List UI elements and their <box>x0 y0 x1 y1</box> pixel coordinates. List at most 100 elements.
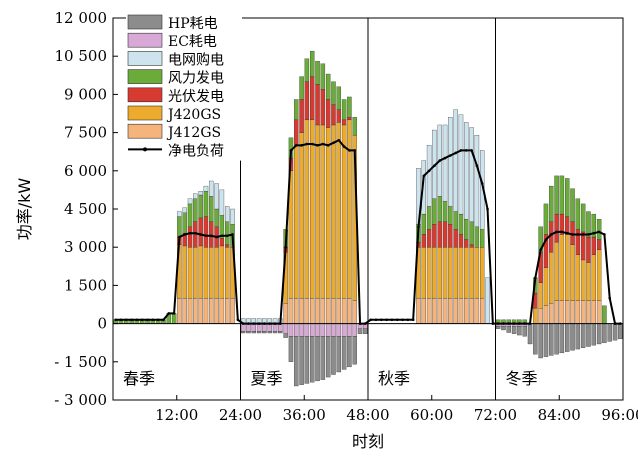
season-label: 秋季 <box>378 369 410 388</box>
net-load-point <box>480 182 484 185</box>
bar-segment <box>304 58 310 82</box>
bar-segment <box>341 297 347 324</box>
bar-segment <box>352 336 357 365</box>
bar-segment <box>538 323 543 359</box>
y-axis: - 3 000 - 1 500 0 1 500 3 000 4 500 6 000 7 500… <box>54 9 118 409</box>
net-load-point <box>422 174 426 178</box>
y-tick-label: 3 000 <box>64 238 107 256</box>
bar-segment <box>230 208 235 225</box>
bar-segment <box>575 198 581 230</box>
net-load-point <box>549 233 553 236</box>
net-load-point <box>172 312 176 315</box>
bar-segment <box>442 221 448 248</box>
bar-segment <box>182 212 187 234</box>
x-tick-label: 84:00 <box>538 406 581 424</box>
net-load-point <box>194 231 197 235</box>
bar-segment <box>278 331 283 334</box>
bar-segment <box>426 297 432 324</box>
bar-segment <box>299 99 304 133</box>
x-tick-label: 36:00 <box>283 406 326 424</box>
net-load-point <box>560 230 564 234</box>
bar-segment <box>591 323 597 346</box>
net-load-point <box>555 230 558 234</box>
bar-segment <box>522 325 527 337</box>
season-label: 春季 <box>123 369 155 388</box>
legend-label: 净电负荷 <box>168 143 224 159</box>
net-load-point <box>156 318 160 322</box>
bar-segment <box>570 323 575 351</box>
bar-segment <box>559 300 565 324</box>
legend-swatch-marker <box>143 147 147 152</box>
bar-segment <box>331 297 336 324</box>
bar-segment <box>315 124 320 299</box>
bar-segment <box>283 303 288 324</box>
bar-segment <box>224 206 230 222</box>
bar-segment <box>549 323 554 356</box>
bar-segment <box>331 323 336 337</box>
bar-segment <box>554 300 559 324</box>
bar-segment <box>426 229 432 248</box>
bar-segment <box>426 145 432 207</box>
net-load-point <box>348 149 351 152</box>
bar-segment <box>219 245 225 299</box>
bar-segment <box>580 300 586 324</box>
bar-segment <box>182 207 187 213</box>
bar-segment <box>272 331 278 334</box>
y-tick-label: - 3 000 <box>54 391 107 409</box>
bar-segment <box>267 331 272 334</box>
bar-segment <box>230 297 235 324</box>
net-load-point <box>310 142 314 146</box>
y-tick-label: 7 500 <box>64 124 107 142</box>
bar-segment <box>336 86 341 110</box>
bar-segment <box>474 226 480 248</box>
bar-segment <box>448 247 453 299</box>
bar-segment <box>363 328 368 334</box>
bar-segment <box>565 178 570 217</box>
bar-segment <box>469 297 474 324</box>
legend-swatch <box>127 14 163 30</box>
bar-segment <box>543 267 549 306</box>
bar-segment <box>294 323 299 337</box>
net-load-point <box>294 144 298 147</box>
bar-segment <box>517 325 522 336</box>
bar-segment <box>193 198 198 222</box>
bar-segment <box>336 297 341 324</box>
bar-segment <box>198 194 203 219</box>
bar-segment <box>341 124 347 299</box>
bar-segment <box>283 333 288 338</box>
net-load-point <box>332 141 335 145</box>
bar-segment <box>421 247 426 299</box>
bar-segment <box>347 117 352 121</box>
x-axis-title: 时刻 <box>352 432 384 451</box>
bar-segment <box>602 305 607 324</box>
bar-segment <box>177 211 182 217</box>
bar-segment <box>325 336 331 378</box>
bar-segment <box>485 277 490 324</box>
net-load-point <box>565 231 569 235</box>
bar-segment <box>464 122 469 220</box>
bar-segment <box>331 81 336 105</box>
bar-segment <box>596 323 602 345</box>
net-load-point <box>475 164 479 168</box>
bar-segment <box>533 323 538 355</box>
net-load-point <box>449 154 452 157</box>
legend-swatch <box>127 51 163 66</box>
bar-segment <box>193 247 198 299</box>
bar-segment <box>575 254 581 301</box>
bar-segment <box>432 297 437 324</box>
net-load-point <box>204 234 208 238</box>
bar-segment <box>565 216 570 235</box>
bar-segment <box>187 247 193 299</box>
bars-layer <box>113 50 623 387</box>
bar-segment <box>315 61 320 85</box>
bar-segment <box>464 239 469 248</box>
net-load-point <box>571 233 574 236</box>
bar-segment <box>299 336 304 385</box>
bar-segment <box>182 297 187 324</box>
bar-segment <box>294 119 299 146</box>
bar-segment <box>618 323 623 340</box>
net-load-point <box>119 318 123 322</box>
net-load-point <box>183 233 187 236</box>
bar-segment <box>437 196 442 222</box>
legend-label: J412GS <box>166 125 221 141</box>
